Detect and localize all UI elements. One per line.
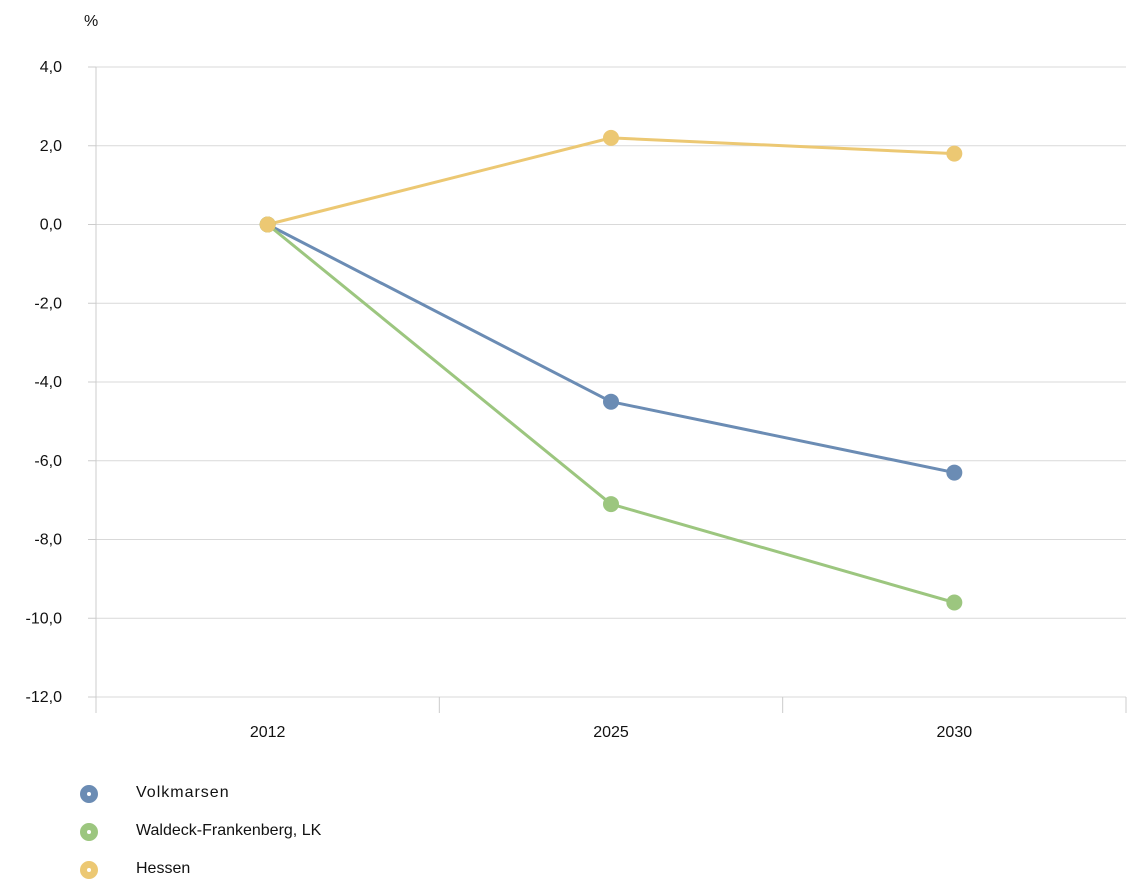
y-tick-label: -4,0 xyxy=(34,374,62,391)
legend-label-volkmarsen: Volkmarsen xyxy=(136,784,230,801)
series-line-1 xyxy=(266,223,955,604)
y-tick-label: -2,0 xyxy=(34,295,62,312)
legend-label-hessen: Hessen xyxy=(136,860,191,877)
y-tick-label: -12,0 xyxy=(26,689,63,706)
data-point[interactable] xyxy=(946,464,963,481)
chart-legend: Volkmarsen Waldeck-Frankenberg, LK Hesse… xyxy=(80,782,580,896)
y-tick-label: 0,0 xyxy=(40,217,62,234)
chart-plot-area: % 4,0 2,0 0,0 -2,0 -4,0 -6,0 -8,0 -10,0 -12,0 201… xyxy=(26,13,1127,741)
legend-item-volkmarsen[interactable]: Volkmarsen xyxy=(80,782,580,808)
series-line-0 xyxy=(266,223,955,475)
data-point[interactable] xyxy=(603,496,619,513)
data-point[interactable] xyxy=(946,594,963,611)
x-tick-label: 2025 xyxy=(593,724,629,741)
legend-marker-hessen xyxy=(80,861,98,879)
series-line-2 xyxy=(267,136,955,226)
legend-marker-waldeck-frankenberg xyxy=(80,823,98,841)
y-tick-label: -6,0 xyxy=(34,453,62,470)
legend-label-waldeck-frankenberg: Waldeck-Frankenberg, LK xyxy=(136,822,322,839)
y-tick-label: -8,0 xyxy=(34,532,62,549)
data-point[interactable] xyxy=(259,216,276,233)
y-tick-label: 4,0 xyxy=(40,59,62,76)
x-tick-label: 2030 xyxy=(937,724,973,741)
legend-item-hessen[interactable]: Hessen xyxy=(80,858,580,884)
data-point[interactable] xyxy=(946,145,963,162)
data-point[interactable] xyxy=(603,129,619,146)
data-point[interactable] xyxy=(603,393,619,410)
x-tick-label: 2012 xyxy=(250,724,286,741)
legend-item-waldeck-frankenberg[interactable]: Waldeck-Frankenberg, LK xyxy=(80,820,580,846)
y-tick-label: 2,0 xyxy=(40,138,62,155)
y-axis-label: % xyxy=(84,13,98,30)
legend-marker-volkmarsen xyxy=(80,785,98,803)
y-tick-label: -10,0 xyxy=(26,610,63,627)
